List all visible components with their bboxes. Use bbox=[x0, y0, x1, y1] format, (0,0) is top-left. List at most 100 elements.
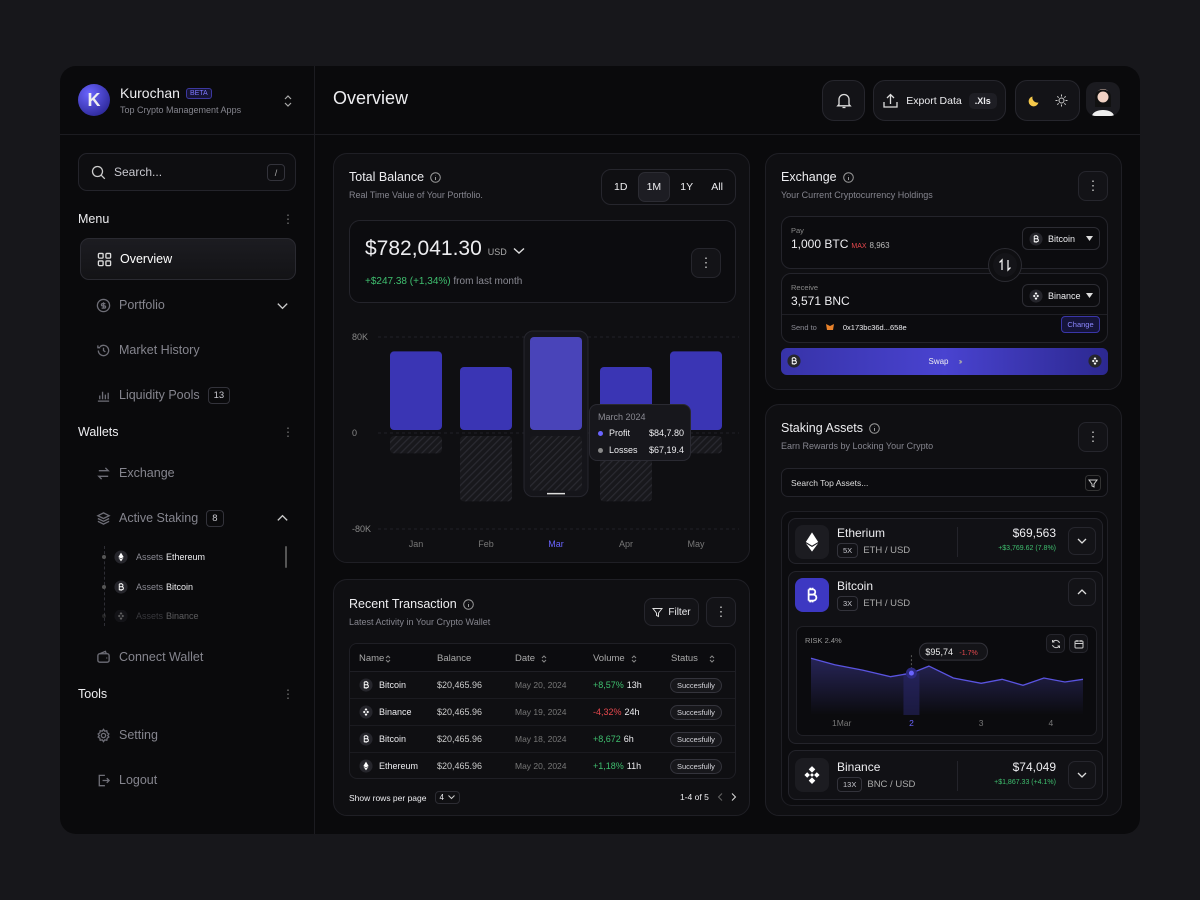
more-button[interactable]: ⋮ bbox=[1078, 422, 1108, 452]
x-tick-label: 2 bbox=[909, 718, 914, 728]
range-tab[interactable]: 1M bbox=[637, 172, 671, 202]
nav-label: Exchange bbox=[119, 466, 175, 480]
more-button[interactable]: ⋮ bbox=[1078, 171, 1108, 201]
volume-period: 11h bbox=[626, 761, 642, 771]
logo: K bbox=[78, 84, 110, 116]
coin-select[interactable]: Binance bbox=[1022, 284, 1100, 307]
asset-search[interactable]: Search Top Assets... bbox=[781, 468, 1108, 497]
cell-status: Succesfully bbox=[670, 705, 722, 720]
tooltip-value: $95,74 bbox=[925, 647, 953, 657]
asset-row[interactable]: Etherium 5X ETH / USD $69,563 +$3,769.62 … bbox=[788, 518, 1103, 564]
nav-item[interactable]: Setting bbox=[80, 715, 296, 755]
swap-direction-button[interactable] bbox=[989, 249, 1021, 281]
asset-list: Etherium 5X ETH / USD $69,563 +$3,769.62 … bbox=[781, 511, 1108, 806]
balance-change-suffix: from last month bbox=[453, 276, 523, 287]
swap-button[interactable]: Swap ››› bbox=[781, 348, 1108, 375]
balance-card: Total Balance Real Time Value of Your Po… bbox=[333, 153, 750, 563]
range-tab[interactable]: All bbox=[711, 181, 723, 193]
expand-button[interactable] bbox=[1068, 527, 1096, 555]
table-row: Bitcoin $20,465.96 May 18, 2024 +8,672 6h Suc… bbox=[350, 726, 735, 753]
more-button[interactable]: ⋮ bbox=[706, 597, 736, 627]
cell-balance: $20,465.96 bbox=[437, 734, 483, 744]
expand-button[interactable] bbox=[1068, 761, 1096, 789]
refresh-button[interactable] bbox=[1046, 634, 1065, 653]
staking-asset[interactable]: Assets Binance bbox=[102, 610, 199, 622]
pay-amount: 1,000 BTC bbox=[791, 237, 849, 251]
search-box[interactable]: Search... / bbox=[78, 153, 296, 191]
transactions-card: Recent Transaction Latest Activity in Yo… bbox=[333, 579, 750, 816]
next-page[interactable] bbox=[731, 793, 737, 801]
nav-label: Setting bbox=[119, 728, 158, 742]
asset-row-expanded[interactable]: Bitcoin 3X ETH / USD RISK 2.4% 1Mar 2 3 4 $95… bbox=[788, 571, 1103, 744]
field-label: Send to bbox=[791, 322, 817, 332]
asset-row[interactable]: Binance 13X BNC / USD $74,049 +$1,867.33 … bbox=[788, 750, 1103, 800]
bar bbox=[530, 436, 582, 491]
change-button[interactable]: Change bbox=[1061, 316, 1100, 333]
tooltip-series: Profit bbox=[609, 428, 631, 438]
nav-label: Liquidity Pools bbox=[119, 388, 200, 402]
coin-glyph bbox=[359, 705, 372, 718]
column-header: Name bbox=[359, 653, 385, 664]
asset-price: $74,049 bbox=[1012, 760, 1056, 774]
staking-asset[interactable]: Assets Ethereum bbox=[102, 550, 205, 564]
theme-toggle[interactable] bbox=[1015, 80, 1080, 121]
nav-item[interactable]: Active Staking 8 bbox=[80, 498, 296, 538]
avatar[interactable] bbox=[1086, 82, 1120, 116]
coin-glyph bbox=[359, 759, 372, 772]
leverage: 3X bbox=[837, 596, 859, 611]
nav-item[interactable]: Portfolio bbox=[80, 285, 296, 325]
highlight-point bbox=[905, 667, 917, 679]
nav-item[interactable]: Market History bbox=[80, 330, 296, 370]
tagline: Top Crypto Management Apps bbox=[120, 105, 242, 115]
volume-change: +8,672 bbox=[593, 734, 621, 744]
more-button[interactable]: ⋮ bbox=[691, 248, 721, 278]
leverage: 13X bbox=[837, 777, 863, 792]
search-placeholder: Search Top Assets... bbox=[791, 478, 869, 488]
range-tab[interactable]: 1D bbox=[614, 181, 628, 193]
asset-change: +$1,867.33 (+4.1%) bbox=[994, 779, 1056, 786]
pay-box: Pay 1,000 BTC MAX 8,963 Bitcoin bbox=[781, 216, 1108, 269]
balance-change: +$247.38 (+1,34%) bbox=[365, 276, 451, 287]
hover-band bbox=[903, 673, 920, 715]
field-label: Receive bbox=[791, 283, 819, 292]
sidebar: K Kurochan BETA Top Crypto Management Ap… bbox=[60, 66, 315, 834]
sort-arrows bbox=[631, 655, 636, 663]
volume-period: 13h bbox=[626, 680, 642, 690]
filter-button[interactable]: Filter bbox=[644, 598, 699, 626]
x-tick-label: Jan bbox=[409, 539, 424, 549]
nav-item[interactable]: Logout bbox=[80, 760, 296, 800]
tooltip-title: March 2024 bbox=[598, 412, 646, 422]
rows-value: 4 bbox=[439, 793, 444, 802]
nav-item[interactable]: Liquidity Pools 13 bbox=[80, 375, 296, 415]
asset-name: Bitcoin bbox=[166, 582, 194, 592]
rows-select[interactable]: 4 bbox=[434, 791, 460, 804]
asset-name: Binance bbox=[166, 611, 199, 621]
field-label: Pay bbox=[791, 226, 804, 235]
workspace-toggle[interactable] bbox=[282, 94, 294, 108]
sort-icon bbox=[542, 655, 547, 663]
cell-date: May 20, 2024 bbox=[515, 761, 567, 771]
cell-date: May 18, 2024 bbox=[515, 734, 567, 744]
collapse-button[interactable] bbox=[1068, 578, 1096, 606]
staking-asset[interactable]: Assets Bitcoin bbox=[102, 580, 193, 594]
range-tabs: 1D 1M 1Y All bbox=[601, 169, 736, 205]
cell-volume: +8,57% 13h bbox=[593, 680, 642, 690]
range-tab[interactable]: 1Y bbox=[680, 181, 694, 193]
nav-item[interactable]: Overview bbox=[80, 238, 296, 280]
cell-date: May 20, 2024 bbox=[515, 680, 567, 690]
asset-name: Etherium bbox=[837, 526, 886, 540]
coin-icon bbox=[359, 678, 373, 692]
volume-period: 6h bbox=[623, 734, 634, 744]
staking-card: Staking Assets Earn Rewards by Locking Y… bbox=[765, 404, 1122, 816]
asset-name: Bitcoin bbox=[837, 579, 874, 593]
nav-item[interactable]: Exchange bbox=[80, 453, 296, 493]
coin-icon bbox=[359, 732, 373, 746]
prev-page[interactable] bbox=[717, 793, 723, 801]
nav-item[interactable]: Connect Wallet bbox=[80, 637, 296, 677]
cell-volume: +1,18% 11h bbox=[593, 761, 641, 771]
calendar-button[interactable] bbox=[1069, 634, 1088, 653]
export-button[interactable]: Export Data .Xls bbox=[873, 80, 1006, 121]
coin-select[interactable]: Bitcoin bbox=[1022, 227, 1100, 250]
notifications-button[interactable] bbox=[822, 80, 865, 121]
